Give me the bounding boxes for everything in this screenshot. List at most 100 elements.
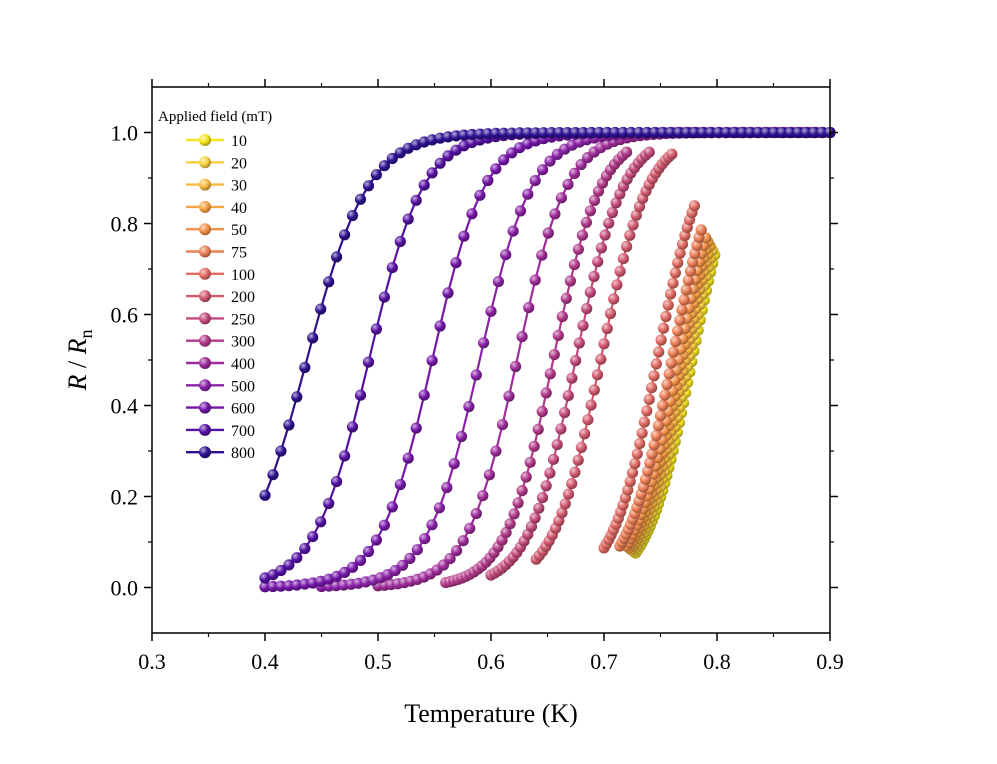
data-point [688,200,701,212]
data-point [378,291,390,303]
legend-item-200: 200 [186,289,255,306]
data-point [339,450,351,462]
data-point [498,154,510,166]
data-point [522,188,534,200]
legend-swatch-marker [199,401,211,414]
data-point [506,147,518,159]
data-point [394,479,406,491]
data-point [665,288,677,300]
data-point [496,419,509,431]
data-point [646,382,658,394]
data-point [402,452,414,464]
series-800-mT [259,126,836,501]
data-point [323,276,335,288]
legend-item-20: 20 [186,155,247,172]
data-point [458,129,470,141]
y-tick-label: 0.4 [111,394,139,419]
y-tick-label: 0.8 [111,212,139,237]
data-point [625,126,637,139]
y-tick-label: 0.0 [111,576,139,601]
data-point [478,337,490,349]
series-250-mT [485,146,655,581]
data-point [537,127,550,139]
data-point [611,279,623,291]
x-tick-label: 0.9 [816,649,844,674]
data-point [315,303,327,315]
data-point [601,126,613,139]
data-point [592,256,604,268]
data-point [536,405,548,418]
data-point [331,476,343,488]
data-point [529,512,541,524]
data-point [569,466,581,478]
data-point [354,554,367,567]
data-point [523,301,535,314]
legend-item-50: 50 [186,222,247,239]
data-point [633,126,645,139]
data-point [470,507,482,520]
data-point [444,553,456,565]
legend-swatch-marker [199,156,211,169]
data-point [591,369,604,381]
data-point [595,353,607,365]
data-point [573,337,585,349]
data-point [441,481,453,494]
data-point [451,545,463,557]
data-point [585,126,597,139]
data-point [570,355,582,367]
legend-swatch-marker [199,178,211,191]
legend-item-30: 30 [186,178,247,195]
x-tick-label: 0.7 [590,649,618,674]
legend-title: Applied field (mT) [158,109,272,125]
data-point [410,422,422,434]
data-point [641,126,653,139]
data-point [267,580,279,593]
data-point [549,208,561,220]
data-point [581,303,593,315]
data-point [283,419,295,431]
data-point [660,310,672,323]
series-layer [259,126,836,593]
data-point [681,126,693,139]
data-point [644,457,656,469]
data-point [684,265,697,277]
data-point [697,126,709,139]
data-point [323,497,335,510]
data-point [568,259,581,271]
legend-swatch-marker [199,357,211,369]
data-point [577,127,589,139]
data-point [386,501,398,513]
legend-item-400: 400 [186,356,255,373]
legend-label: 20 [231,155,247,172]
series-300-mT [440,146,633,589]
data-point [657,322,670,334]
legend-swatch-marker [199,267,211,280]
legend-item-250: 250 [186,311,255,328]
data-point [556,507,568,519]
series-75-mT [614,224,707,552]
legend-item-800: 800 [186,445,255,462]
data-point [548,349,560,361]
data-point [713,126,725,139]
data-point [609,126,621,139]
data-point [631,448,643,460]
legend-item-100: 100 [186,267,255,284]
data-point [386,152,398,165]
y-axis-label: R / Rn [63,329,96,391]
x-tick-label: 0.8 [703,649,731,674]
data-point [582,414,594,426]
data-point [630,209,642,221]
data-point [514,127,526,139]
data-point [816,126,828,139]
data-point [569,127,582,139]
data-point [540,480,552,492]
data-point [624,475,636,488]
data-point [555,423,567,435]
data-point [528,440,540,452]
x-tick-label: 0.4 [251,649,279,674]
data-point [525,520,538,533]
data-point [544,368,556,380]
data-point [504,518,516,530]
data-point [477,490,489,502]
data-point [584,205,597,217]
